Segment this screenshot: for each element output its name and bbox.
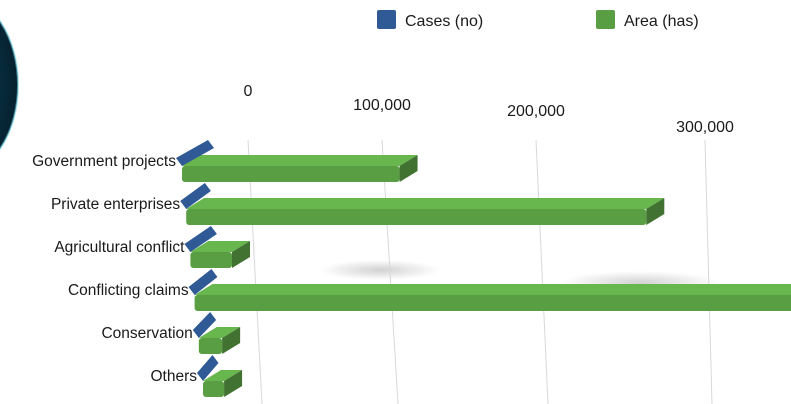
x-tick-label: 300,000 bbox=[676, 119, 734, 136]
cases-bar bbox=[180, 183, 211, 209]
category-label: Private enterprises bbox=[51, 196, 180, 213]
cases-bars bbox=[176, 140, 219, 381]
legend-swatch-area bbox=[596, 10, 615, 29]
category-label: Others bbox=[150, 368, 197, 385]
decorative-orb bbox=[0, 19, 19, 151]
cases-bar bbox=[176, 140, 214, 166]
gridline bbox=[247, 139, 263, 404]
x-tick-label: 100,000 bbox=[353, 97, 411, 114]
category-label: Conservation bbox=[101, 325, 192, 342]
gridline bbox=[704, 139, 713, 404]
x-tick-label: 200,000 bbox=[507, 103, 565, 120]
category-labels: Government projects Private enterprises Ag… bbox=[32, 153, 197, 385]
legend: Cases (no) Area (has) bbox=[377, 10, 699, 30]
cases-bar bbox=[184, 226, 217, 252]
area-bar bbox=[203, 370, 243, 397]
gridline bbox=[381, 139, 399, 404]
legend-label-area: Area (has) bbox=[624, 13, 699, 30]
area-bars bbox=[182, 155, 791, 397]
area-bar bbox=[194, 284, 791, 311]
area-bar bbox=[190, 241, 250, 268]
category-label: Conflicting claims bbox=[68, 282, 189, 299]
area-bar bbox=[182, 155, 418, 182]
legend-swatch-cases bbox=[377, 10, 396, 29]
x-tick-label: 0 bbox=[244, 83, 253, 100]
cases-bar bbox=[192, 312, 217, 338]
area-bar bbox=[186, 198, 665, 225]
legend-label-cases: Cases (no) bbox=[405, 13, 483, 30]
gridline bbox=[535, 139, 549, 404]
x-axis-ticks: 0 100,000 200,000 300,000 bbox=[244, 83, 734, 136]
category-label: Government projects bbox=[32, 153, 176, 170]
gridlines bbox=[247, 139, 713, 404]
cases-bar bbox=[188, 269, 218, 295]
cases-bar bbox=[197, 355, 219, 381]
area-bar bbox=[198, 327, 241, 354]
category-label: Agricultural conflict bbox=[54, 239, 185, 256]
